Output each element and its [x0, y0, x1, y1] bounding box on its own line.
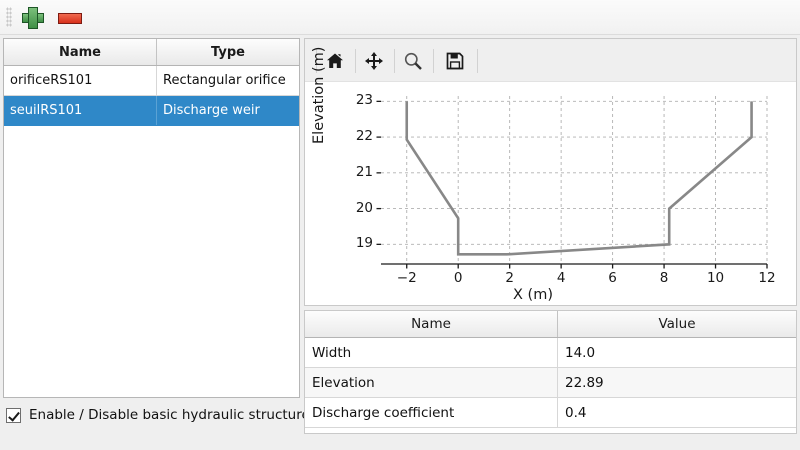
property-value-cell[interactable]: 0.4 — [557, 397, 796, 428]
delete-structure-button[interactable] — [56, 5, 82, 29]
plot-navigation-toolbar — [305, 39, 796, 82]
y-axis-label: Elevation (m) — [311, 46, 327, 144]
property-value-cell[interactable]: 14.0 — [557, 337, 796, 368]
structures-toolbar — [0, 0, 800, 35]
property-column-header-name[interactable]: Name — [305, 311, 558, 338]
cross-section-profile-plot — [376, 96, 768, 269]
property-name-cell: Discharge coefficient — [305, 397, 558, 428]
add-structure-button[interactable] — [20, 5, 46, 29]
enable-structure-checkbox[interactable] — [6, 407, 21, 423]
x-tick-label: 2 — [505, 270, 514, 286]
y-tick-label: 21 — [355, 163, 373, 180]
home-icon[interactable] — [321, 47, 349, 75]
column-header-type[interactable]: Type — [156, 39, 299, 66]
minus-icon — [58, 13, 82, 24]
zoom-icon[interactable] — [399, 47, 427, 75]
table-row[interactable]: Elevation 22.89 — [305, 367, 796, 398]
table-row[interactable]: Discharge coefficient 0.4 — [305, 397, 796, 428]
x-axis-label: X (m) — [513, 287, 553, 303]
toolbar-separator — [316, 49, 317, 73]
table-row[interactable]: orificeRS101 Rectangular orifice — [4, 65, 299, 96]
toolbar-separator — [355, 49, 356, 73]
enable-structure-label: Enable / Disable basic hydraulic structu… — [29, 407, 310, 423]
x-tick-label: −2 — [396, 270, 417, 286]
structure-name-cell[interactable]: seuilRS101 — [4, 95, 157, 126]
y-tick-label: 23 — [355, 92, 373, 109]
structures-list-panel[interactable]: Name Type orificeRS101 Rectangular orifi… — [3, 38, 300, 398]
toolbar-separator — [477, 49, 478, 73]
toolbar-separator — [394, 49, 395, 73]
structures-header-row: Name Type — [4, 39, 299, 66]
x-tick-label: 12 — [758, 270, 776, 286]
table-row[interactable]: Width 14.0 — [305, 337, 796, 368]
properties-table: Name Value Width 14.0 Elevation 22.89 Di… — [305, 311, 796, 428]
column-header-name[interactable]: Name — [4, 39, 157, 66]
save-icon[interactable] — [441, 47, 469, 75]
x-tick-label: 10 — [706, 270, 725, 286]
enable-structure-row[interactable]: Enable / Disable basic hydraulic structu… — [6, 407, 310, 423]
property-column-header-value[interactable]: Value — [557, 311, 796, 338]
x-tick-label: 4 — [556, 270, 566, 286]
structure-type-cell[interactable]: Rectangular orifice — [156, 65, 299, 96]
structure-type-cell[interactable]: Discharge weir — [156, 95, 299, 126]
plot-canvas[interactable]: Elevation (m) X (m) 19 20 21 22 23 −2 0 2 4 6 8 10 1… — [305, 47, 796, 305]
structure-name-cell[interactable]: orificeRS101 — [4, 65, 157, 96]
y-tick-label: 19 — [355, 235, 373, 252]
y-tick-label: 20 — [355, 199, 373, 216]
properties-header-row: Name Value — [305, 311, 796, 338]
toolbar-separator — [433, 49, 434, 73]
property-name-cell: Elevation — [305, 367, 558, 398]
pan-icon[interactable] — [360, 47, 388, 75]
structures-table: Name Type orificeRS101 Rectangular orifi… — [4, 39, 299, 126]
plus-icon-stem — [28, 7, 38, 29]
property-name-cell: Width — [305, 337, 558, 368]
table-row-selected[interactable]: seuilRS101 Discharge weir — [4, 95, 299, 126]
toolbar-drag-handle[interactable] — [6, 7, 12, 27]
property-value-cell[interactable]: 22.89 — [557, 367, 796, 398]
x-tick-label: 6 — [608, 270, 617, 286]
cross-section-plot-panel: Elevation (m) X (m) 19 20 21 22 23 −2 0 2 4 6 8 10 1… — [304, 38, 797, 306]
y-tick-label: 22 — [355, 128, 373, 145]
properties-panel[interactable]: Name Value Width 14.0 Elevation 22.89 Di… — [304, 310, 797, 434]
x-tick-label: 8 — [659, 270, 669, 286]
x-tick-label: 0 — [453, 270, 463, 286]
